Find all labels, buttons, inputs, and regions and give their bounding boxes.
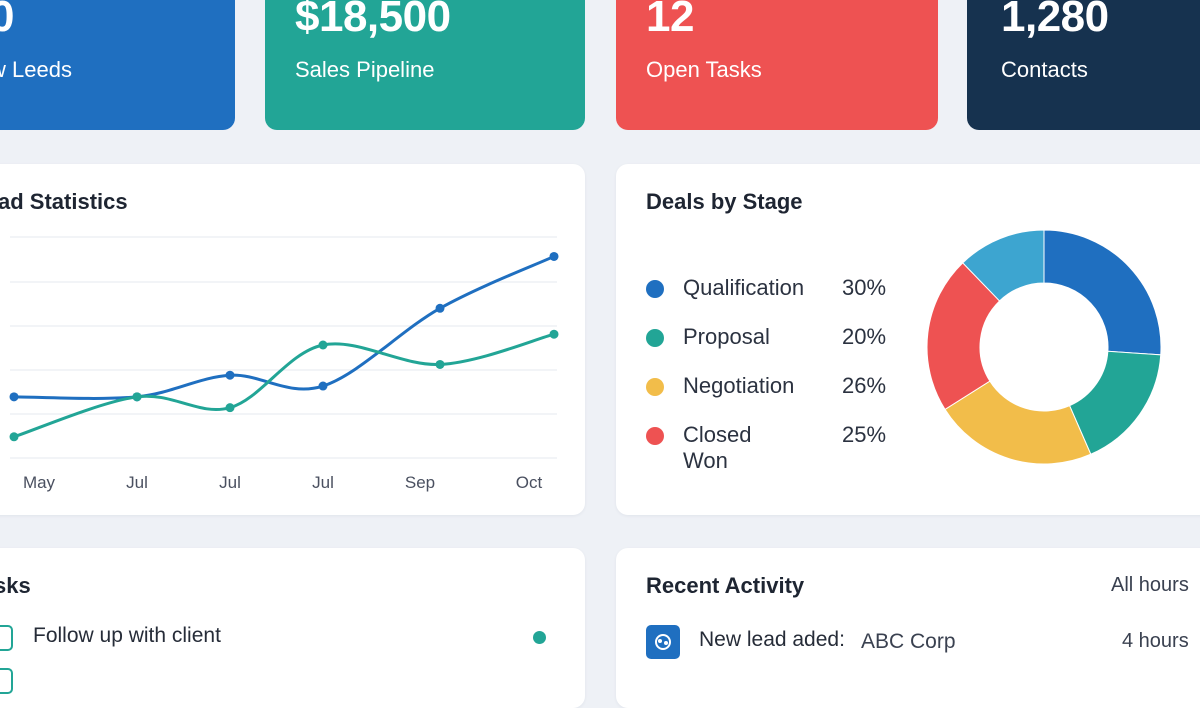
data-point[interactable]	[318, 381, 328, 391]
kpi-card-open-tasks[interactable]: 12 Open Tasks	[616, 0, 938, 130]
donut-slice[interactable]	[1043, 229, 1162, 356]
kpi-label: Sales Pipeline	[295, 57, 435, 82]
deals-by-stage-panel: Deals by Stage Qualification 30% Proposal 2…	[616, 164, 1200, 515]
lead-icon	[646, 625, 680, 659]
legend-dot	[646, 378, 664, 396]
kpi-value: 0	[0, 0, 14, 41]
kpi-card-sales-pipeline[interactable]: $18,500 Sales Pipeline	[265, 0, 585, 130]
legend-percent: 30%	[842, 275, 887, 300]
kpi-value: 1,280	[1001, 0, 1109, 41]
data-point[interactable]	[549, 251, 559, 261]
data-point[interactable]	[318, 340, 328, 350]
data-point[interactable]	[225, 403, 235, 413]
x-tick-label: Sep	[405, 473, 435, 492]
panel-title: ad Statistics	[0, 189, 128, 214]
kpi-value: $18,500	[295, 0, 451, 41]
data-point[interactable]	[225, 370, 235, 380]
task-item[interactable]: Follow up with client	[0, 622, 565, 654]
tasks-panel: sks Follow up with client	[0, 548, 585, 708]
kpi-card-contacts[interactable]: 1,280 Contacts	[967, 0, 1200, 130]
data-point[interactable]	[435, 359, 445, 369]
legend-percent: 20%	[842, 324, 887, 349]
x-tick-label: Oct	[516, 473, 543, 492]
deals-donut-chart	[926, 229, 1162, 465]
kpi-value: 12	[646, 0, 694, 41]
series-line	[12, 254, 556, 400]
legend-label: Proposal	[683, 324, 770, 349]
legend-label: Qualification	[683, 275, 805, 300]
x-tick-label: May	[23, 473, 56, 492]
legend-dot	[646, 280, 664, 298]
panel-title: Deals by Stage	[646, 189, 803, 214]
legend-dot	[646, 329, 664, 347]
donut-slice[interactable]	[962, 229, 1045, 302]
activity-filter[interactable]: All hours	[1111, 574, 1189, 596]
legend-percent: 26%	[842, 373, 887, 398]
kpi-label: Contacts	[1001, 57, 1088, 82]
data-point[interactable]	[9, 432, 19, 442]
legend-label: Negotiation	[683, 373, 795, 398]
activity-subject: ABC Corp	[861, 630, 956, 653]
x-tick-label: Jul	[219, 473, 241, 492]
kpi-label: w Leeds	[0, 57, 72, 82]
task-label: Follow up with client	[33, 624, 221, 647]
activity-item[interactable]: New lead aded: ABC Corp 4 hours	[616, 624, 1200, 660]
data-point[interactable]	[9, 392, 19, 402]
legend-percent: 25%	[842, 422, 887, 447]
legend-label: Closed Won	[683, 422, 752, 473]
activity-action: New lead aded:	[699, 628, 845, 651]
task-checkbox[interactable]	[0, 625, 13, 651]
kpi-card-new-leads[interactable]: 0 w Leeds	[0, 0, 235, 130]
recent-activity-panel: Recent Activity All hours New lead aded:…	[616, 548, 1200, 708]
task-checkbox[interactable]	[0, 668, 13, 694]
x-tick-label: Jul	[126, 473, 148, 492]
lead-statistics-panel: ad Statistics May Jul Jul Jul Sep Oct	[0, 164, 585, 515]
panel-title: sks	[0, 573, 31, 598]
legend-dot	[646, 427, 664, 445]
data-point[interactable]	[435, 303, 445, 313]
activity-time: 4 hours	[1122, 630, 1189, 652]
kpi-label: Open Tasks	[646, 57, 762, 82]
data-point[interactable]	[549, 329, 559, 339]
donut-slice[interactable]	[944, 380, 1092, 465]
series-line	[12, 332, 556, 439]
x-tick-label: Jul	[312, 473, 334, 492]
task-status-dot	[533, 631, 546, 644]
data-point[interactable]	[132, 392, 142, 402]
lead-statistics-chart: May Jul Jul Jul Sep Oct	[9, 236, 559, 492]
panel-title: Recent Activity	[646, 573, 805, 598]
